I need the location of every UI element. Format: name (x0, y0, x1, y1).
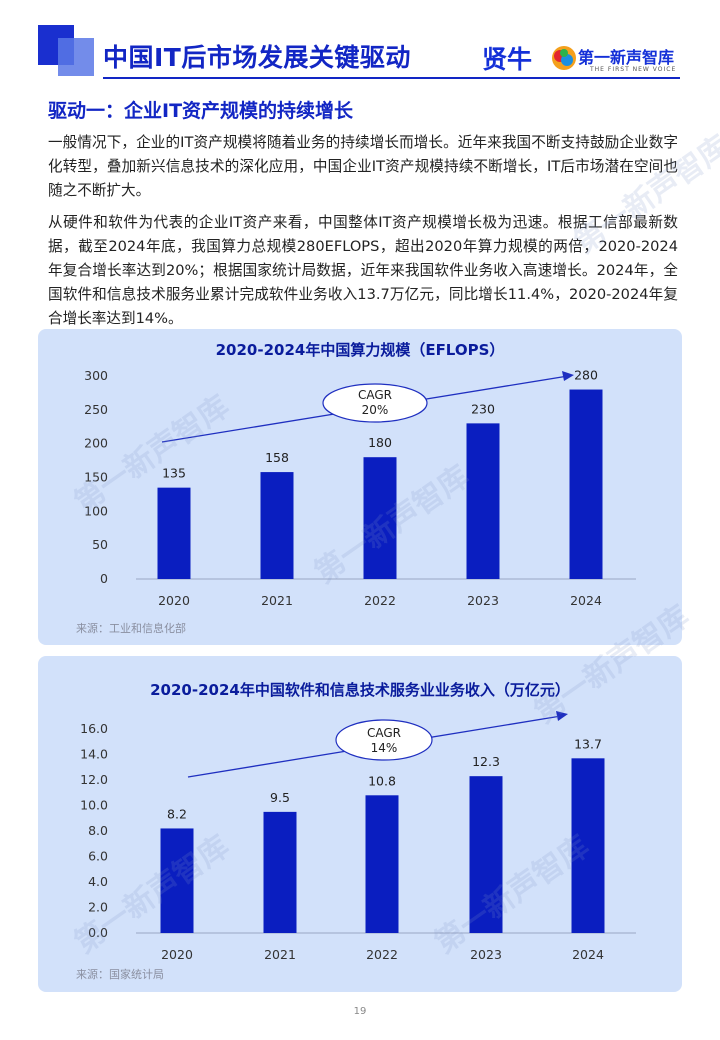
bar-2024 (571, 758, 605, 933)
data-label: 9.5 (270, 790, 290, 805)
data-label: 230 (471, 401, 495, 416)
y-tick-label: 300 (84, 368, 108, 383)
x-tick-label: 2024 (570, 593, 602, 608)
y-tick-label: 12.0 (80, 772, 108, 787)
x-tick-label: 2023 (470, 947, 502, 962)
bar-2023 (469, 776, 503, 933)
cagr-value: 20% (362, 403, 389, 417)
cagr-label: CAGR (358, 388, 392, 402)
chart-source: 来源：国家统计局 (76, 967, 164, 981)
x-tick-label: 2022 (366, 947, 398, 962)
y-tick-label: 0.0 (88, 925, 108, 940)
data-label: 280 (574, 368, 598, 383)
chart-compute-scale: 2020-2024年中国算力规模（EFLOPS） 0 50 100 150 200 250… (76, 341, 636, 635)
trend-arrow-head-icon (556, 711, 568, 721)
header-divider (103, 77, 680, 79)
data-label: 158 (265, 450, 289, 465)
y-tick-label: 14.0 (80, 747, 108, 762)
data-label: 10.8 (368, 773, 396, 788)
cagr-bubble (322, 383, 428, 423)
x-tick-label: 2020 (158, 593, 190, 608)
section-heading: 驱动一：企业IT资产规模的持续增长 (48, 100, 354, 122)
y-tick-label: 4.0 (88, 874, 108, 889)
bar-2022 (365, 795, 399, 933)
chart-title: 2020-2024年中国软件和信息技术服务业业务收入（万亿元） (150, 681, 570, 699)
paragraph-intro: 一般情况下，企业的IT资产规模将随着业务的持续增长而增长。近年来我国不断支持鼓励… (48, 134, 678, 199)
y-tick-label: 250 (84, 402, 108, 417)
data-label: 180 (368, 435, 392, 450)
y-tick-label: 10.0 (80, 798, 108, 813)
y-tick-label: 50 (92, 537, 108, 552)
brand-tagline: THE FIRST NEW VOICE (590, 66, 677, 73)
page-number: 19 (353, 1006, 367, 1017)
data-label: 8.2 (167, 806, 187, 821)
x-tick-label: 2020 (161, 947, 193, 962)
bar-2023 (466, 423, 500, 579)
chart-panel-compute: 2020-2024年中国算力规模（EFLOPS） 0 50 100 150 200 250… (38, 329, 682, 645)
bar-2021 (263, 811, 297, 933)
x-tick-label: 2023 (467, 593, 499, 608)
y-tick-label: 0 (100, 571, 108, 586)
chart-source: 来源：工业和信息化部 (76, 621, 186, 635)
bar-2022 (363, 457, 397, 579)
data-label: 12.3 (472, 754, 500, 769)
page-title: 中国IT后市场发展关键驱动 (103, 43, 411, 72)
data-label: 135 (162, 466, 186, 481)
bar-2020 (160, 828, 194, 933)
x-tick-label: 2021 (261, 593, 293, 608)
cagr-bubble (335, 719, 433, 761)
y-tick-label: 16.0 (80, 721, 108, 736)
data-label: 13.7 (574, 736, 602, 751)
bar-2021 (260, 472, 294, 579)
y-tick-label: 6.0 (88, 849, 108, 864)
cagr-label: CAGR (367, 726, 401, 740)
paragraph-detail: 从硬件和软件为代表的企业IT资产来看，中国整体IT资产规模增长极为迅速。根据工信… (48, 214, 678, 327)
cagr-value: 14% (371, 741, 398, 755)
x-tick-label: 2022 (364, 593, 396, 608)
chart-title: 2020-2024年中国算力规模（EFLOPS） (216, 341, 505, 359)
brand-logo-icon (552, 46, 576, 70)
bar-2020 (157, 487, 191, 579)
x-tick-label: 2024 (572, 947, 604, 962)
brand-primary: 贤牛 (482, 45, 533, 74)
y-tick-label: 200 (84, 436, 108, 451)
y-tick-label: 8.0 (88, 823, 108, 838)
chart-panel-software: 2020-2024年中国软件和信息技术服务业业务收入（万亿元） 0.0 2.0 4.… (38, 656, 682, 992)
chart-software-revenue: 2020-2024年中国软件和信息技术服务业业务收入（万亿元） 0.0 2.0 4.… (76, 681, 636, 981)
y-tick-label: 2.0 (88, 900, 108, 915)
header-decor-square-light (58, 38, 94, 76)
x-tick-label: 2021 (264, 947, 296, 962)
y-tick-label: 100 (84, 503, 108, 518)
brand-secondary: 第一新声智库 (578, 48, 675, 67)
trend-arrow-head-icon (562, 371, 574, 381)
y-tick-label: 150 (84, 470, 108, 485)
bar-2024 (569, 389, 603, 579)
